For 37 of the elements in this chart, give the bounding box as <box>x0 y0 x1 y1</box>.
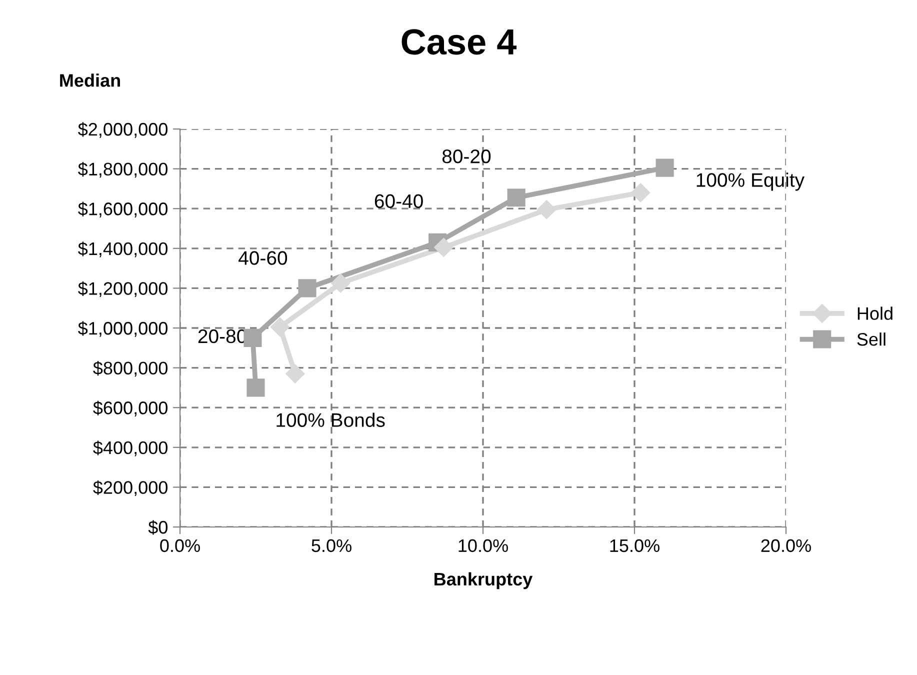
point <box>270 317 290 337</box>
point <box>507 188 526 207</box>
point <box>286 364 305 384</box>
y-tick-label: $1,400,000 <box>78 242 168 258</box>
legend-label: Hold <box>858 306 892 320</box>
point <box>331 274 350 293</box>
y-tick-label: $200,000 <box>93 480 168 496</box>
y-tick-label: $800,000 <box>93 360 168 377</box>
y-tick-label: $600,000 <box>93 400 168 416</box>
y-axis-title: Median <box>60 74 120 87</box>
point <box>298 279 316 298</box>
y-tick-label: $1,200,000 <box>78 281 168 298</box>
y-tick-label: $1,800,000 <box>78 162 168 178</box>
point <box>631 183 650 202</box>
point <box>246 378 265 397</box>
annotation: 100% Bonds <box>276 412 385 427</box>
x-tick-label: 15.0% <box>610 539 660 552</box>
y-tick-label: $1,600,000 <box>78 202 168 218</box>
point <box>244 328 262 347</box>
y-tick-label: $400,000 <box>93 440 168 456</box>
point <box>656 158 674 177</box>
y-tick-label: $0 <box>148 520 168 535</box>
annotation: 80-20 <box>442 149 491 164</box>
legend-label: Sell <box>857 332 886 346</box>
x-tick-label: 10.0% <box>458 539 508 552</box>
chart-title: Case 4 <box>402 29 517 55</box>
x-axis-title: Bankruptcy <box>434 572 533 590</box>
annotation: 100% Equity <box>696 172 804 191</box>
annotation: 40-60 <box>238 251 288 265</box>
x-tick-label: 5.0% <box>312 539 352 552</box>
point <box>434 238 454 257</box>
x-tick-label: 20.0% <box>761 539 811 552</box>
y-tick-label: $1,000,000 <box>78 321 168 337</box>
annotation: 60-40 <box>374 194 423 208</box>
y-tick-label: $2,000,000 <box>78 122 168 138</box>
x-tick-label: 0.0% <box>160 539 200 552</box>
point <box>537 200 556 220</box>
